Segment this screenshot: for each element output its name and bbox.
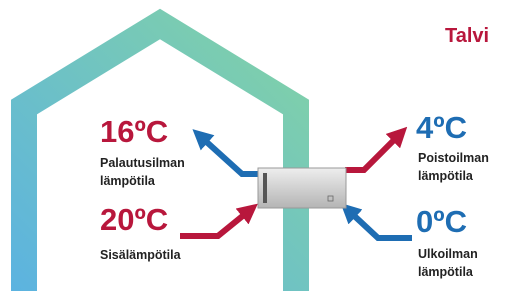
arrow: [345, 134, 400, 170]
label: Palautusilman: [100, 156, 185, 170]
label: Ulkoilman: [418, 247, 478, 261]
season-title: Talvi: [445, 25, 489, 47]
temperature: 16ºC: [100, 114, 168, 149]
label: Poistoilman: [418, 151, 489, 165]
label: lämpötila: [418, 265, 474, 279]
arrow: [200, 136, 258, 174]
label: lämpötila: [100, 174, 156, 188]
arrow: [348, 210, 412, 238]
label: lämpötila: [418, 169, 474, 183]
arrow: [180, 210, 250, 236]
temperature: 0ºC: [416, 204, 467, 239]
diagram: Talvi 16ºC Palautusilman lämpötila 20ºC …: [0, 0, 509, 291]
ventilation-unit: [258, 168, 346, 208]
temperature: 4ºC: [416, 110, 467, 145]
label: Sisälämpötila: [100, 248, 182, 262]
unit-panel: [263, 173, 267, 203]
temperature: 20ºC: [100, 202, 168, 237]
